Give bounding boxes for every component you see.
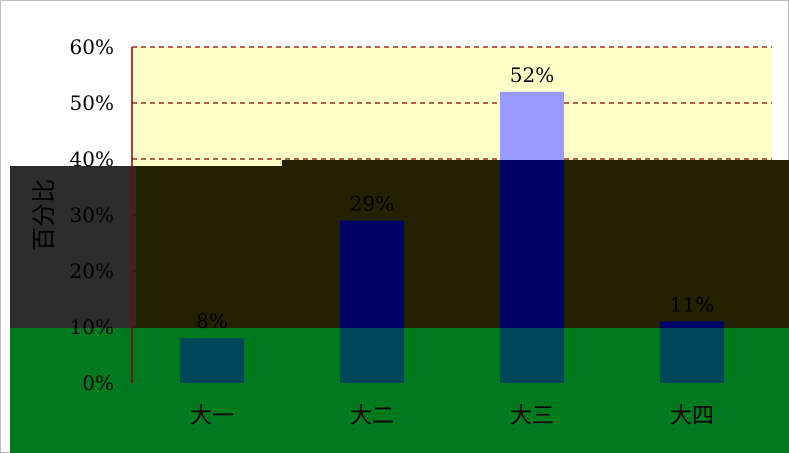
bar-segment-dark [340, 220, 404, 328]
x-category-labels: 大一 大二 大三 大四 [190, 404, 714, 429]
data-label: 29% [350, 192, 394, 216]
overlay-dark-left [10, 166, 136, 328]
x-category-label: 大二 [350, 404, 394, 429]
bar-segment-dark [660, 321, 724, 328]
data-labels: 8% 29% 52% 11% [196, 63, 714, 333]
bar-segment-teal [500, 328, 564, 383]
x-category-label: 大三 [510, 404, 554, 429]
x-category-label: 大一 [190, 404, 234, 429]
y-tick-labels: 0% 10% 20% 30% 40% 50% 60% [70, 35, 114, 395]
bar-segment-teal [660, 328, 724, 383]
bar-segment-teal [180, 338, 244, 383]
x-category-label: 大四 [670, 404, 714, 429]
y-tick-label: 50% [70, 91, 114, 115]
overlay-bar-segments [180, 160, 724, 383]
data-label: 11% [670, 292, 714, 316]
y-tick-label: 0% [82, 371, 114, 395]
data-label: 52% [510, 63, 554, 87]
y-tick-label: 30% [70, 203, 114, 227]
y-tick-label: 10% [70, 315, 114, 339]
bar-segment-teal [340, 328, 404, 383]
overlay-olive-left [136, 166, 286, 328]
bar-segment-dark [500, 160, 564, 328]
y-axis-label: 百分比 [30, 179, 58, 251]
y-tick-label: 20% [70, 259, 114, 283]
data-label: 8% [196, 309, 228, 333]
y-tick-label: 60% [70, 35, 114, 59]
y-tick-label: 40% [70, 147, 114, 171]
